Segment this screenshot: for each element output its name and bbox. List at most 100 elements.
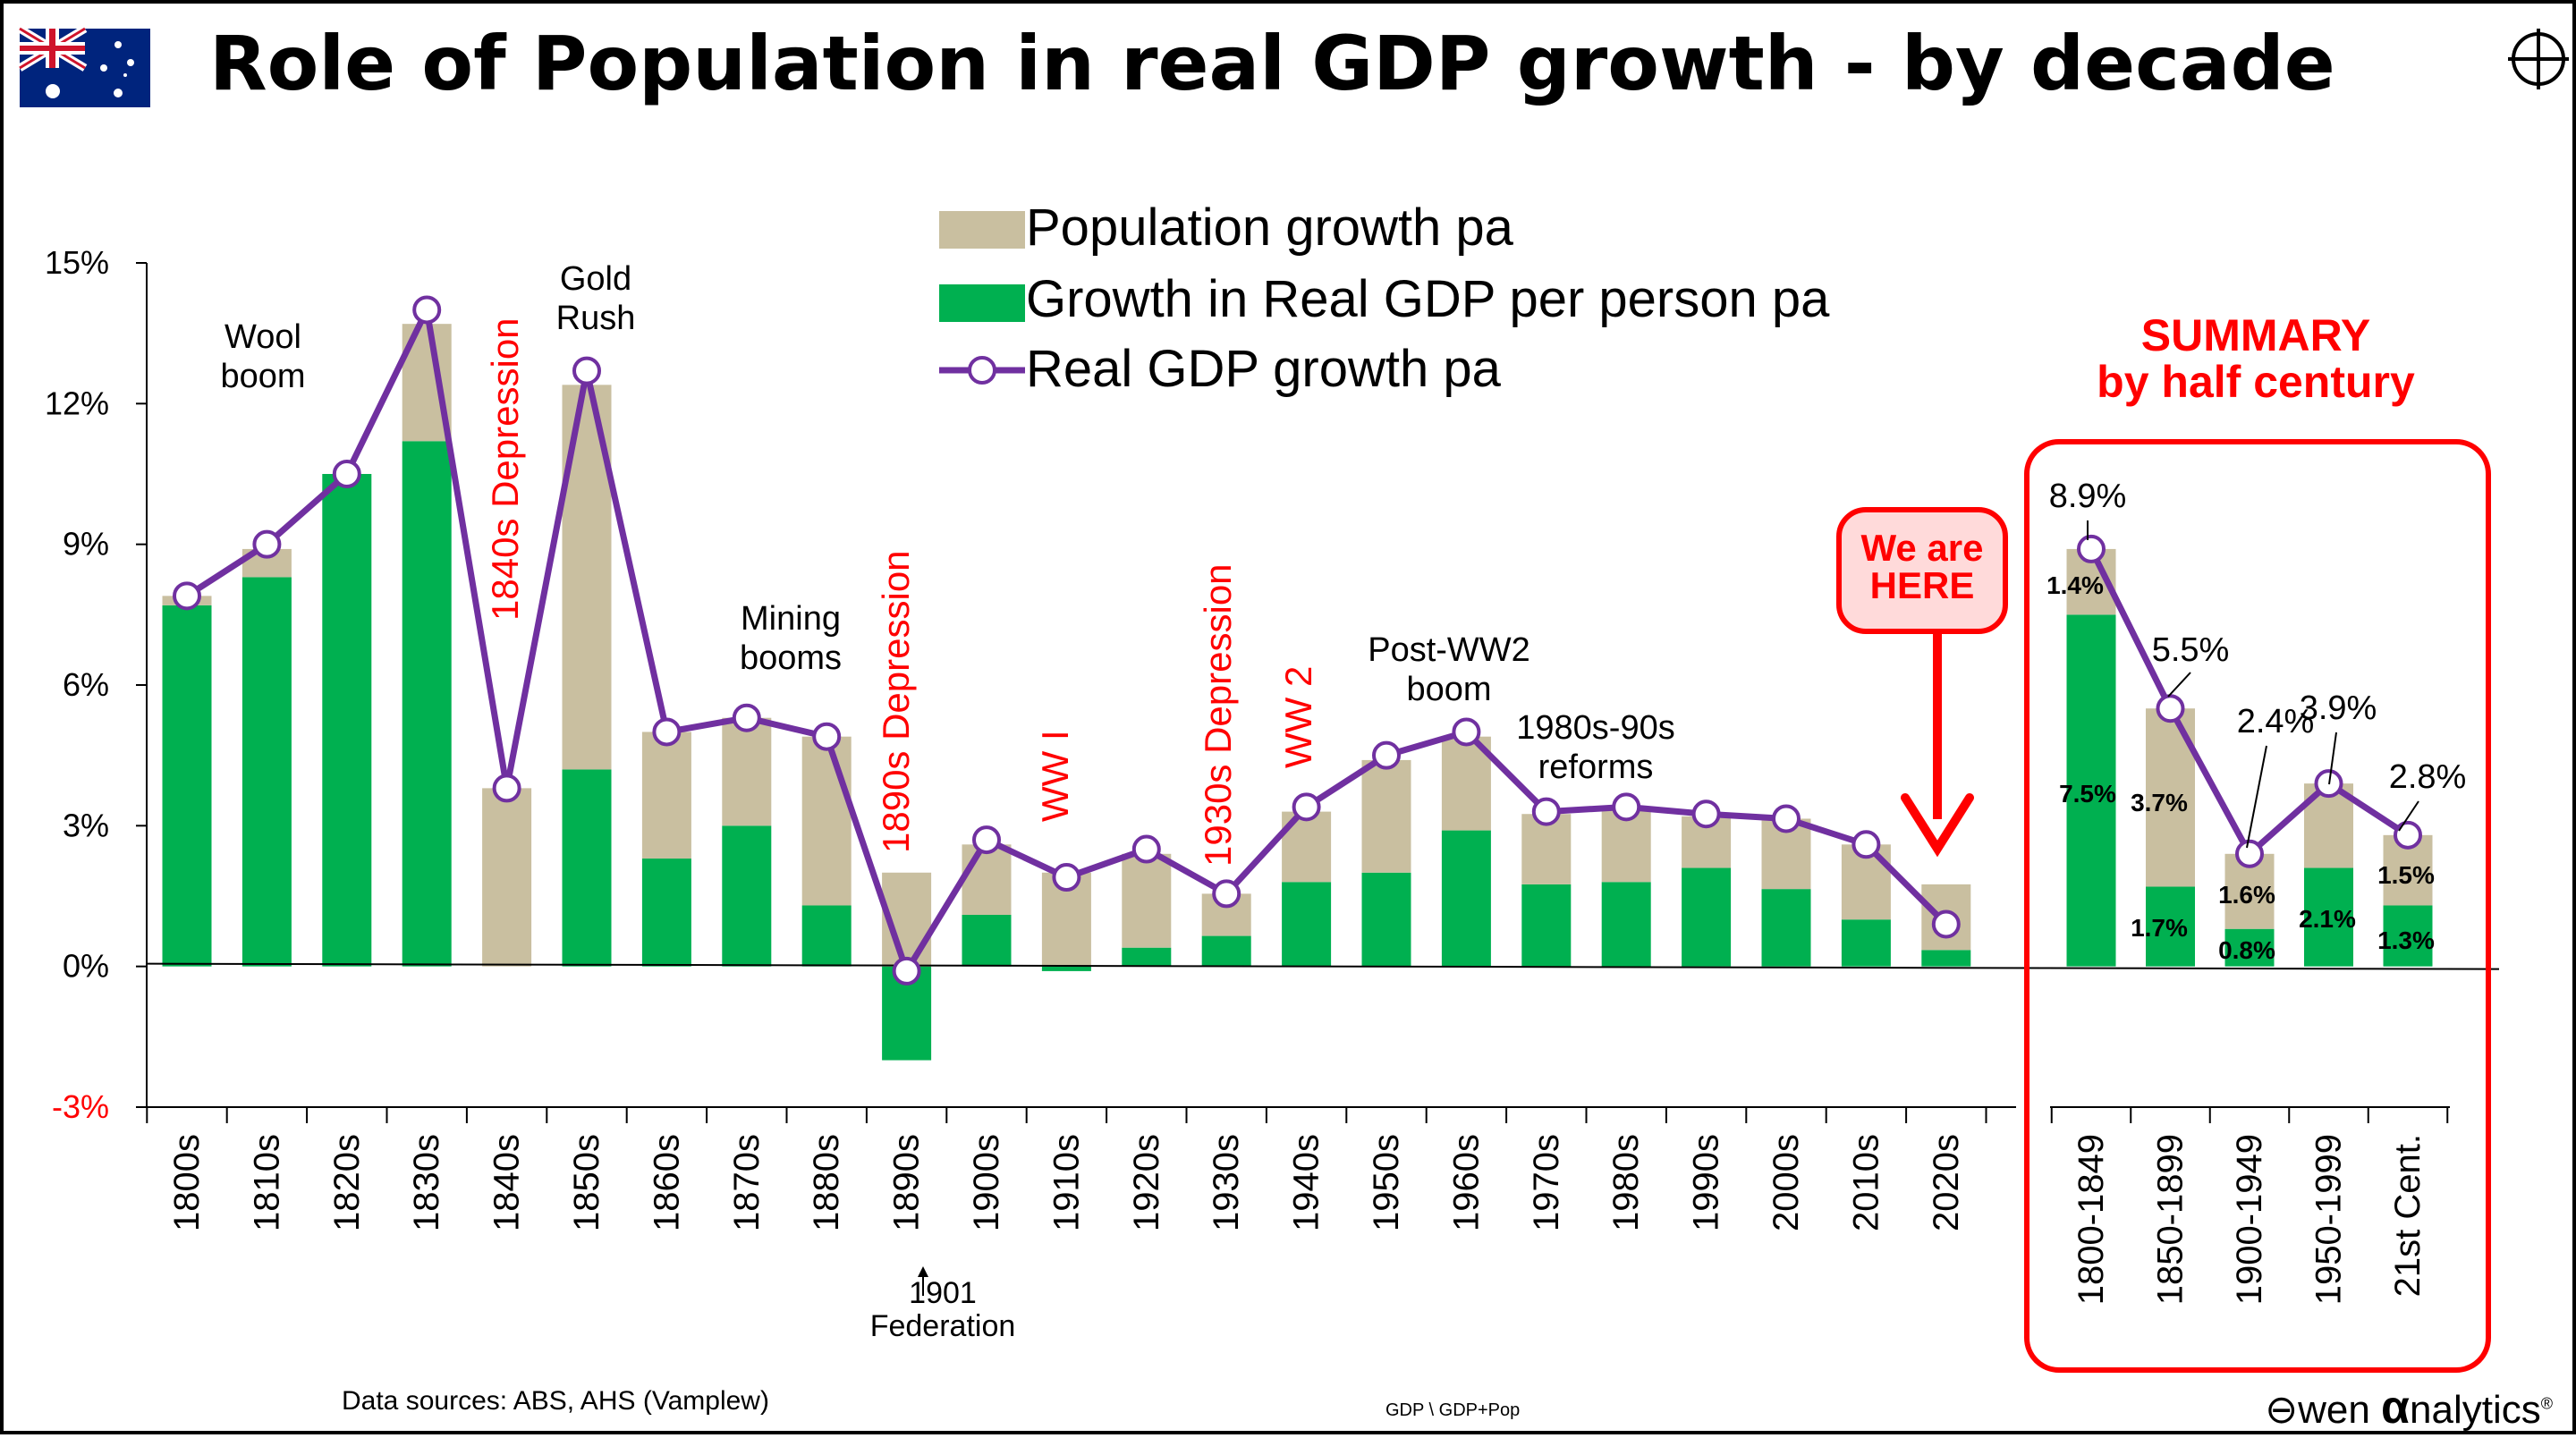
bar-gdp-per-person [962,914,1012,967]
gdp-growth-point [1772,804,1801,833]
brand-alpha: α [2381,1382,2411,1434]
annotation-label: boom [220,358,305,395]
bar-gdp-per-person [402,441,452,967]
x-category-label: 1960s [1446,1134,1486,1231]
bar-gdp-per-person [1921,950,1971,967]
y-tick-label: 15% [45,244,109,281]
flag-star [123,73,127,77]
data-sources: Data sources: ABS, AHS (Vamplew) [342,1386,769,1416]
y-tick-label: -3% [52,1088,109,1125]
summary-leader-line [2246,745,2267,849]
summary-gdp-per-person-label: 2.1% [2299,905,2356,933]
bar-gdp-per-person [1521,884,1572,967]
bar-gdp-per-person [1682,867,1732,967]
bar-gdp-per-person [322,474,372,967]
x-category-label: 1850s [567,1134,606,1231]
summary-category-label: 1900-1949 [2230,1134,2269,1305]
x-category-label: 1990s [1687,1134,1726,1231]
summary-population-label: 3.7% [2131,789,2188,816]
summary-leader-line [2398,800,2419,832]
annotation-federation-label: Federation [870,1309,1016,1343]
annotation-label: 1980s-90s [1516,709,1674,747]
summary-population-label: 1.5% [2377,861,2435,889]
gdp-growth-point [1052,863,1081,892]
gdp-growth-point [492,774,521,803]
summary-bar-gdp-per-person [2304,867,2353,967]
gdp-growth-point [1292,792,1321,822]
annotation-label: Mining [741,600,841,638]
bar-gdp-per-person [1601,882,1651,967]
bar-population [641,732,691,859]
annotation-label: booms [740,639,842,677]
gdp-growth-point [412,295,442,325]
flag-star [114,89,123,97]
bar-population [1361,759,1411,873]
bar-gdp-per-person [1841,919,1891,967]
x-category-label: 1820s [327,1134,367,1231]
summary-population-label: 1.6% [2218,881,2275,909]
gdp-growth-point [812,722,842,751]
summary-leader-line [2167,672,2191,698]
x-category-label: 1830s [407,1134,446,1231]
page-title: Role of Population in real GDP growth - … [209,20,2335,107]
summary-category-label: 21st Cent. [2388,1134,2428,1297]
summary-total-label: 5.5% [2152,631,2230,669]
annotation-label: Wool [225,318,301,356]
gdp-growth-point [892,956,921,985]
annotation-label: Rush [556,300,636,337]
summary-gdp-growth-point [2394,820,2422,850]
federation-arrowhead [918,1266,928,1277]
summary-leader-line [2328,732,2337,785]
annotation-event-label: 1930s Depression [1197,563,1239,867]
summary-bar-gdp-per-person [2224,928,2275,967]
summary-category-label: 1800-1849 [2072,1134,2111,1305]
callout-arrowhead [1901,793,1974,858]
brand-reg: ® [2540,1394,2553,1413]
summary-total-label: 2.4% [2237,703,2315,740]
gdp-growth-point [1612,792,1641,822]
bar-gdp-per-person [162,605,212,967]
gdp-growth-point [1372,740,1401,770]
annotation-event-label: WW I [1034,730,1076,822]
bar-population [1122,853,1172,948]
bar-population [722,717,772,826]
legend-swatch-marker [968,356,996,385]
gdp-growth-point [1131,834,1161,864]
legend-swatch-gdp-per-person [939,284,1025,322]
x-category-label: 1860s [647,1134,686,1231]
y-tick-label: 3% [63,807,109,843]
annotation-label: boom [1406,671,1491,708]
callout-box [1836,507,2008,634]
summary-total-label: 8.9% [2049,478,2127,515]
summary-title: SUMMARY [2141,310,2370,360]
x-category-label: 1800s [167,1134,207,1231]
summary-bar-gdp-per-person [2066,614,2116,967]
chart-code: GDP \ GDP+Pop [1385,1400,1521,1420]
x-category-label: 1810s [247,1134,286,1231]
summary-total-label: 2.8% [2389,758,2467,796]
summary-population-label: 1.4% [2046,571,2104,599]
bar-gdp-per-person [1122,947,1172,967]
bar-gdp-per-person [1361,872,1411,967]
brand-logo: ⊖wen αnalytics® [2265,1381,2553,1434]
annotation-federation-year: 1901 [909,1276,977,1310]
gdp-growth-point [1212,879,1241,909]
annotation-event-label: 1890s Depression [875,550,917,853]
callout-line-2: HERE [1870,564,1975,606]
callout-line-1: We are [1861,527,1984,569]
annotation-event-label: WW 2 [1277,666,1319,768]
gdp-growth-point [1931,909,1961,939]
summary-gdp-per-person-label: 7.5% [2059,780,2116,808]
legend-swatch-population [939,211,1025,249]
chart: -3% 0% 3% 6% 9% 12% 15% 1800s 1810s 1820s 1830s 184… [17,25,2569,1373]
bar-gdp-per-person [1761,889,1811,967]
flag-star [114,41,122,48]
summary-category-label: 1850-1899 [2151,1134,2190,1305]
legend-label-population: Population growth pa [1026,199,1514,257]
gdp-growth-point [652,717,682,747]
summary-subtitle: by half century [2097,357,2415,407]
x-category-label: 1880s [807,1134,846,1231]
x-category-label: 1930s [1207,1134,1246,1231]
y-tick-label: 0% [63,948,109,985]
